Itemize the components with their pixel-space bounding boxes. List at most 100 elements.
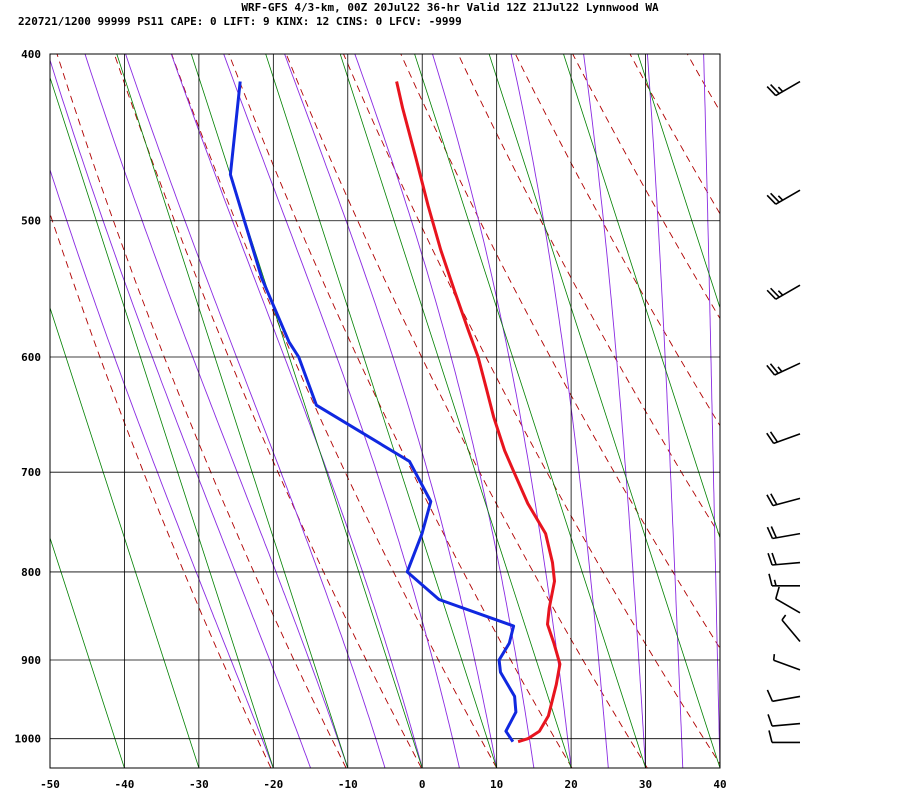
wind-barb-flag: [777, 86, 784, 93]
dewpoint-line: [228, 81, 518, 743]
mixing-ratio-line: [265, 54, 498, 768]
dry-adiabat: [285, 54, 648, 768]
wind-barb-shaft: [773, 659, 801, 671]
moist-adiabat: [703, 54, 720, 768]
dry-adiabat: [629, 54, 720, 215]
chart-title: WRF-GFS 4/3-km, 00Z 20Jul22 36-hr Valid …: [241, 1, 659, 14]
wind-barb-flag: [766, 494, 774, 507]
y-tick-label: 500: [21, 215, 41, 228]
dry-adiabat: [457, 54, 720, 537]
wind-barb-shaft: [772, 561, 801, 566]
x-tick-label: 40: [713, 778, 726, 791]
moist-adiabat: [223, 54, 460, 768]
moist-adiabat: [50, 58, 312, 768]
wind-barb-shaft: [775, 284, 801, 300]
mixing-ratio-line: [50, 536, 125, 768]
x-tick-label: -30: [189, 778, 209, 791]
mixing-ratio-line: [414, 54, 646, 768]
wind-barb-flag: [769, 363, 779, 374]
moist-adiabat: [125, 54, 386, 768]
dry-adiabat: [56, 54, 347, 768]
moist-adiabat: [432, 54, 572, 768]
wind-barb-shaft: [773, 433, 801, 445]
wind-barb-flag: [768, 730, 773, 743]
wind-barb-flag: [766, 289, 777, 300]
wind-barb-shaft: [775, 598, 801, 614]
plot-frame: [49, 53, 721, 769]
dry-adiabat: [802, 54, 900, 768]
dry-adiabat: [228, 54, 573, 768]
moist-adiabat: [50, 168, 274, 768]
moist-adiabat: [510, 54, 609, 768]
y-tick-label: 400: [21, 48, 41, 61]
wind-barb-flag: [772, 654, 776, 661]
wind-barb-flag: [777, 195, 784, 201]
mixing-ratio-line: [50, 306, 200, 768]
wind-barb-flag: [770, 287, 780, 298]
wind-barb-shaft: [772, 695, 801, 703]
wind-barb-flag: [767, 714, 773, 727]
mixing-ratio-line: [488, 54, 720, 768]
dry-adiabat: [572, 54, 720, 320]
y-tick-label: 600: [21, 351, 41, 364]
sounding-stats: 220721/1200 99999 PS11 CAPE: 0 LIFT: 9 K…: [18, 15, 462, 28]
moist-adiabat: [646, 54, 684, 768]
y-tick-label: 1000: [15, 733, 42, 746]
mixing-ratio-line: [50, 76, 274, 768]
x-tick-label: 10: [490, 778, 503, 791]
dry-adiabat: [514, 54, 720, 427]
x-tick-label: -50: [40, 778, 60, 791]
mixing-ratio-line: [190, 54, 423, 768]
x-tick-label: 30: [639, 778, 652, 791]
x-tick-label: 0: [419, 778, 426, 791]
mixing-ratio-line: [116, 54, 349, 768]
wind-barb-flag: [770, 526, 778, 539]
x-tick-label: -20: [263, 778, 283, 791]
sounding-traces: [228, 81, 562, 744]
dry-adiabat: [113, 54, 422, 768]
dry-adiabat: [50, 212, 272, 768]
y-tick-label: 900: [21, 654, 41, 667]
wind-barb-flag: [781, 614, 787, 621]
wind-barb-flag: [770, 493, 778, 505]
wind-barb-flag: [771, 552, 777, 565]
wind-barb-flag: [766, 194, 777, 205]
dry-adiabat: [400, 54, 720, 650]
wind-barb-flag: [766, 689, 774, 702]
wind-barb-flag: [769, 431, 779, 443]
wind-barb-shaft: [772, 532, 801, 540]
y-tick-label: 800: [21, 566, 41, 579]
wind-barb-shaft: [774, 362, 801, 376]
skewt-background-lines: [50, 54, 900, 768]
wind-barb-shaft: [772, 497, 801, 507]
wind-barb-flag: [766, 432, 775, 444]
mixing-ratio-line: [339, 54, 572, 768]
wind-barb-flag: [777, 366, 783, 373]
wind-barb-shaft: [781, 619, 801, 642]
wind-barb-flag: [768, 573, 773, 587]
wind-barb-shaft: [772, 722, 801, 727]
temperature-line: [395, 81, 562, 744]
grid-lines: [49, 53, 721, 769]
wind-barbs: [766, 80, 801, 744]
y-tick-label: 700: [21, 466, 41, 479]
moist-adiabat: [354, 54, 535, 768]
x-tick-label: -10: [338, 778, 358, 791]
wind-barb-flag: [766, 364, 776, 376]
moist-adiabat: [583, 54, 647, 768]
wind-barb-flag: [766, 526, 774, 539]
x-tick-label: 20: [564, 778, 577, 791]
wind-barb-shaft: [775, 80, 801, 97]
dry-adiabat: [859, 54, 900, 768]
dry-adiabat: [343, 54, 720, 765]
wind-barb-flag: [770, 84, 780, 95]
mixing-ratio-line: [637, 54, 720, 310]
dry-adiabat: [745, 54, 900, 768]
moist-adiabat: [284, 54, 498, 768]
wind-barb-flag: [774, 586, 780, 600]
wind-barb-flag: [767, 553, 773, 566]
axis-tick-labels: -50 -40 -30 -20 -10 0 10 20 30 40 400 500 600 700 800 9…: [15, 48, 727, 791]
dry-adiabat: [686, 54, 720, 113]
moist-adiabat: [84, 54, 349, 768]
